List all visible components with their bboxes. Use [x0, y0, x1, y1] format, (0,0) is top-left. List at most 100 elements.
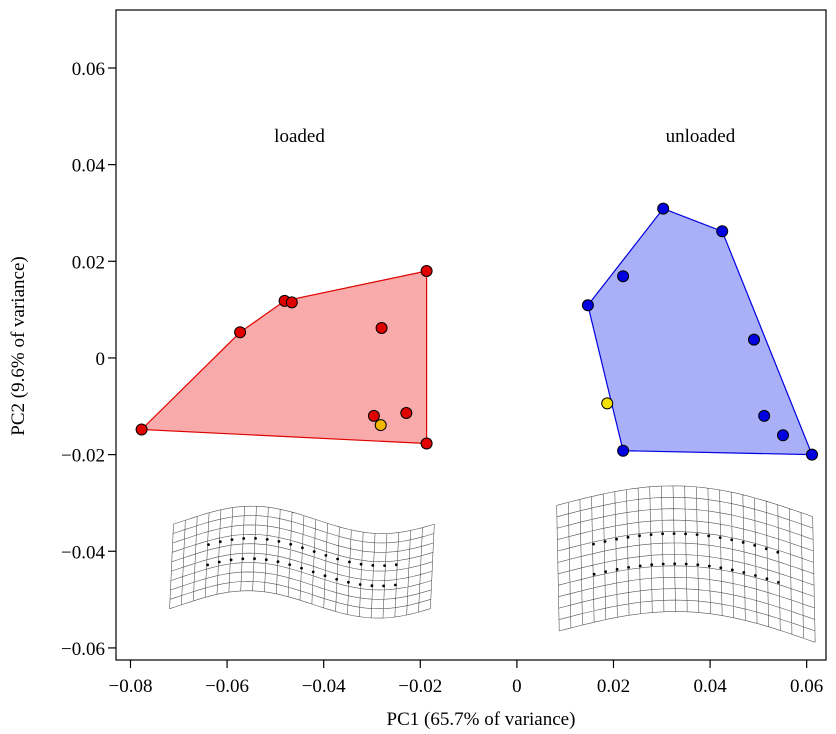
loaded-deformation-grid-lines: [169, 505, 435, 619]
y-tick-label: 0.04: [72, 156, 106, 177]
y-tick-label: −0.06: [61, 639, 105, 660]
landmark-dot: [695, 533, 699, 536]
landmark-dot: [277, 540, 281, 543]
unloaded-deformation-grid: [556, 485, 816, 643]
unloaded-point: [806, 448, 818, 461]
group-label-unloaded: unloaded: [666, 126, 736, 147]
landmark-dot: [649, 533, 653, 536]
unloaded-point: [581, 299, 594, 312]
loaded-hull: [140, 270, 428, 445]
landmark-dot: [229, 558, 233, 562]
landmark-dot: [254, 537, 257, 540]
landmark-dot: [719, 566, 723, 570]
landmark-dot: [324, 554, 328, 557]
landmark-dot: [230, 538, 234, 541]
landmark-dot: [300, 566, 303, 570]
landmark-dot: [311, 570, 315, 574]
x-tick-label: 0.06: [790, 676, 823, 697]
landmark-dot: [206, 563, 210, 567]
landmark-dot: [371, 564, 375, 567]
landmark-dot: [696, 563, 700, 567]
landmark-dot: [673, 562, 677, 566]
unloaded-hull: [587, 207, 813, 456]
loaded-deformation-grid: [169, 505, 435, 619]
landmark-dot: [661, 532, 664, 536]
landmark-dot: [242, 537, 246, 540]
landmark-dot: [684, 532, 687, 536]
data-points: [135, 202, 818, 461]
unloaded-point: [748, 333, 760, 346]
landmark-dot: [382, 584, 385, 588]
x-tick-label: −0.02: [398, 676, 442, 697]
landmark-dot: [241, 557, 245, 561]
landmark-dot: [764, 547, 768, 551]
landmark-dot: [312, 550, 316, 553]
y-axis-title: PC2 (9.6% of variance): [8, 256, 29, 435]
landmark-dot: [253, 557, 256, 561]
landmark-dot: [753, 544, 757, 547]
landmark-dot: [741, 541, 745, 544]
unloaded-point: [617, 270, 630, 283]
landmark-dot: [661, 562, 665, 566]
landmark-dot: [383, 564, 386, 567]
landmark-dot: [730, 568, 734, 572]
landmark-dot: [730, 538, 734, 542]
y-tick-label: 0.02: [72, 252, 105, 273]
unloaded-point: [617, 444, 630, 457]
y-tick-label: −0.02: [61, 446, 105, 467]
landmark-dot: [672, 532, 676, 535]
landmark-dot: [592, 572, 596, 576]
landmark-dot: [615, 537, 618, 541]
landmark-dot: [276, 560, 280, 564]
landmark-dot: [359, 562, 363, 566]
landmark-dot: [265, 538, 269, 541]
landmark-dot: [592, 542, 595, 546]
y-tick-label: 0: [96, 349, 106, 370]
landmark-dot: [776, 550, 780, 554]
group-label-loaded: loaded: [274, 126, 325, 147]
landmark-dot: [707, 534, 711, 538]
plot-frame: [115, 9, 827, 661]
deformation-grids: [169, 485, 816, 643]
landmark-dot: [604, 570, 607, 574]
loaded-point: [135, 423, 148, 436]
landmark-dot: [765, 577, 769, 581]
landmark-dot: [627, 566, 630, 569]
landmark-dot: [638, 564, 642, 568]
unloaded-point: [657, 202, 670, 215]
landmark-dot: [684, 562, 688, 566]
landmark-dot: [207, 543, 210, 546]
landmark-dot: [323, 574, 327, 578]
landmark-dot: [217, 560, 221, 564]
x-tick-label: 0.04: [693, 676, 727, 697]
group-labels: loaded unloaded: [274, 126, 736, 147]
landmark-dot: [301, 546, 304, 550]
convex-hulls: [140, 207, 813, 456]
landmark-dot: [358, 583, 362, 586]
x-tick-label: −0.04: [302, 676, 346, 697]
loaded-point: [234, 326, 247, 339]
y-tick-label: 0.06: [72, 59, 105, 80]
landmark-dot: [754, 574, 757, 577]
x-tick-label: 0: [512, 676, 522, 697]
landmark-dot: [289, 542, 293, 546]
landmark-dot: [348, 560, 351, 564]
axes: −0.08 −0.06 −0.04 −0.02 0 0.02 0.04 0.06−0.06−0…: [61, 59, 823, 697]
unloaded-highlight-point: [601, 397, 614, 410]
unloaded-point: [716, 225, 729, 238]
landmark-dot: [335, 577, 339, 581]
landmark-dot: [370, 584, 374, 588]
loaded-point: [420, 437, 433, 450]
loaded-point: [367, 409, 380, 422]
landmark-dot: [394, 563, 398, 567]
loaded-point: [420, 265, 433, 277]
landmark-dot: [264, 558, 268, 562]
landmark-dot: [347, 580, 350, 584]
x-tick-label: −0.06: [205, 676, 249, 697]
landmark-dot: [615, 568, 619, 571]
landmark-dot: [394, 583, 397, 587]
landmark-dot: [718, 536, 722, 539]
unloaded-point: [777, 429, 789, 442]
loaded-point: [375, 322, 388, 334]
